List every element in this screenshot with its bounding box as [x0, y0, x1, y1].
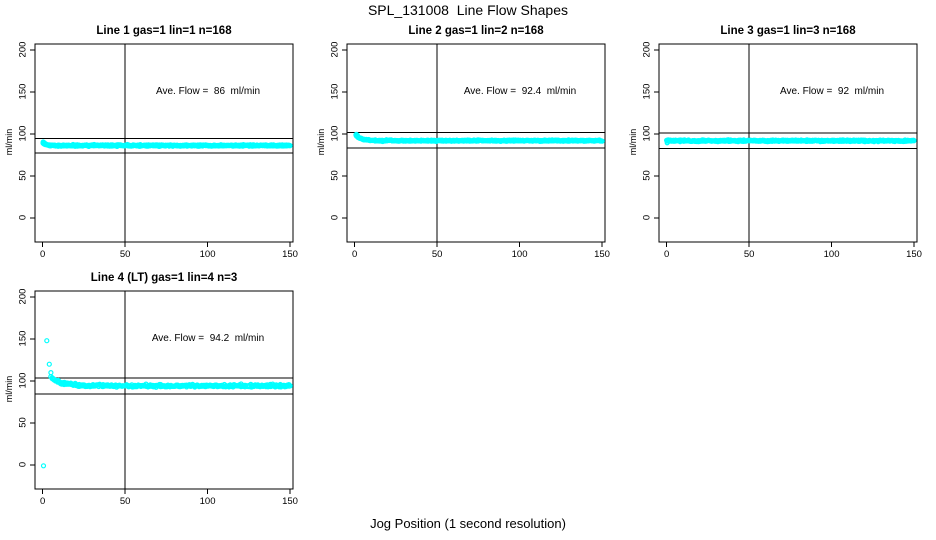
subplot-1-y-axis-label: ml/min — [4, 128, 14, 156]
x-tick-label: 150 — [594, 249, 610, 260]
y-tick-label: 50 — [641, 170, 653, 181]
y-tick-label: 50 — [17, 417, 29, 428]
y-tick-label: 150 — [641, 83, 653, 100]
y-tick-label: 0 — [641, 214, 653, 221]
x-tick-label: 150 — [906, 249, 922, 260]
y-tick-label: 150 — [329, 83, 341, 100]
subplot-4-reference-lines — [35, 291, 293, 489]
subplot-1-title: Line 1 gas=1 lin=1 n=168 — [96, 25, 232, 37]
subplot-3-axes — [654, 43, 918, 247]
y-tick-label: 200 — [641, 41, 653, 58]
x-tick-label: 100 — [199, 496, 216, 507]
x-tick-label: 50 — [743, 249, 755, 260]
subplot-2-title: Line 2 gas=1 lin=2 n=168 — [408, 25, 544, 37]
x-tick-label: 50 — [119, 496, 131, 507]
y-tick-label: 200 — [17, 288, 29, 305]
y-tick-label: 0 — [17, 214, 29, 221]
x-tick-label: 0 — [352, 249, 358, 260]
y-tick-label: 50 — [17, 170, 29, 181]
y-tick-label: 100 — [17, 372, 29, 389]
subplot-4-annotation: Ave. Flow = 94.2 ml/min — [151, 333, 265, 344]
x-axis-label: Jog Position (1 second resolution) — [370, 516, 566, 531]
subplot-3-scatter-points — [663, 137, 917, 146]
y-tick-label: 150 — [17, 83, 29, 100]
subplot-3-y-axis-label: ml/min — [628, 128, 638, 156]
x-tick-label: 0 — [40, 249, 46, 260]
y-tick-label: 200 — [17, 41, 29, 58]
x-tick-label: 50 — [119, 249, 131, 260]
x-tick-label: 100 — [823, 249, 840, 260]
y-tick-label: 100 — [17, 125, 29, 142]
figure-title: SPL_131008 Line Flow Shapes — [367, 2, 569, 18]
x-tick-label: 150 — [282, 496, 298, 507]
subplot-2-scatter-points — [353, 131, 605, 145]
x-tick-label: 150 — [282, 249, 298, 260]
y-tick-label: 100 — [329, 125, 341, 142]
subplot-4-axes — [30, 290, 294, 494]
x-tick-label: 0 — [664, 249, 670, 260]
subplot-2-y-axis-label: ml/min — [316, 128, 326, 156]
x-tick-label: 100 — [199, 249, 216, 260]
subplot-2-annotation: Ave. Flow = 92.4 ml/min — [463, 86, 577, 97]
subplot-4-title: Line 4 (LT) gas=1 lin=4 n=3 — [90, 272, 238, 284]
y-tick-label: 0 — [17, 461, 29, 468]
x-tick-label: 0 — [40, 496, 46, 507]
y-tick-label: 100 — [641, 125, 653, 142]
x-tick-label: 100 — [511, 249, 528, 260]
subplot-1-annotation: Ave. Flow = 86 ml/min — [155, 86, 261, 97]
y-tick-label: 50 — [329, 170, 341, 181]
subplot-2-axes — [342, 43, 606, 247]
subplot-4-y-axis-label: ml/min — [4, 375, 14, 403]
x-tick-label: 50 — [431, 249, 443, 260]
y-tick-label: 200 — [329, 41, 341, 58]
subplot-3-title: Line 3 gas=1 lin=3 n=168 — [720, 25, 856, 37]
subplot-3-annotation: Ave. Flow = 92 ml/min — [779, 86, 885, 97]
subplot-1-scatter-points — [40, 139, 293, 149]
subplot-4-scatter-points — [40, 338, 293, 469]
y-tick-label: 150 — [17, 330, 29, 347]
y-tick-label: 0 — [329, 214, 341, 221]
subplot-1-axes — [30, 43, 294, 247]
